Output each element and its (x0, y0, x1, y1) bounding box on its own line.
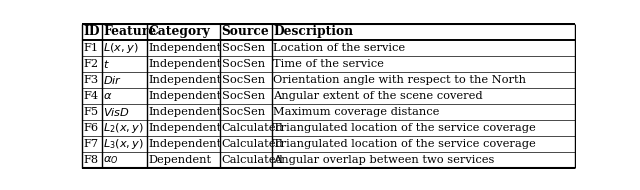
Text: Independent: Independent (148, 59, 222, 69)
Text: Independent: Independent (148, 91, 222, 101)
Text: Feature: Feature (103, 25, 156, 38)
Text: F5: F5 (83, 107, 99, 117)
Text: Orientation angle with respect to the North: Orientation angle with respect to the No… (273, 75, 526, 85)
Text: Independent: Independent (148, 107, 222, 117)
Text: Description: Description (273, 25, 353, 38)
Text: Triangulated location of the service coverage: Triangulated location of the service cov… (273, 139, 536, 149)
Text: Maximum coverage distance: Maximum coverage distance (273, 107, 440, 117)
Text: $L(x,y)$: $L(x,y)$ (103, 41, 139, 55)
Text: SocSen: SocSen (221, 75, 265, 85)
Text: F8: F8 (83, 155, 99, 165)
Text: $\alpha_O$: $\alpha_O$ (103, 154, 118, 166)
Text: $\alpha$: $\alpha$ (103, 91, 113, 101)
Text: Source: Source (221, 25, 269, 38)
Text: Independent: Independent (148, 43, 222, 53)
Text: $Dir$: $Dir$ (103, 74, 122, 86)
Text: Independent: Independent (148, 75, 222, 85)
Text: Time of the service: Time of the service (273, 59, 384, 69)
Text: SocSen: SocSen (221, 107, 265, 117)
Text: Dependent: Dependent (148, 155, 212, 165)
Text: Calculated: Calculated (221, 139, 284, 149)
Text: Triangulated location of the service coverage: Triangulated location of the service cov… (273, 123, 536, 133)
Text: Category: Category (148, 25, 211, 38)
Text: SocSen: SocSen (221, 59, 265, 69)
Text: Angular overlap between two services: Angular overlap between two services (273, 155, 495, 165)
Text: F6: F6 (83, 123, 99, 133)
Text: Location of the service: Location of the service (273, 43, 405, 53)
Text: Calculated: Calculated (221, 155, 284, 165)
Text: F7: F7 (83, 139, 99, 149)
Text: Calculated: Calculated (221, 123, 284, 133)
Text: F3: F3 (83, 75, 99, 85)
Text: $L_3(x,y)$: $L_3(x,y)$ (103, 137, 144, 151)
Text: Angular extent of the scene covered: Angular extent of the scene covered (273, 91, 483, 101)
Text: SocSen: SocSen (221, 43, 265, 53)
Text: SocSen: SocSen (221, 91, 265, 101)
Text: F1: F1 (83, 43, 99, 53)
Text: $VisD$: $VisD$ (103, 106, 131, 118)
Text: F2: F2 (83, 59, 99, 69)
Text: $t$: $t$ (103, 58, 110, 70)
Text: Independent: Independent (148, 123, 222, 133)
Text: F4: F4 (83, 91, 99, 101)
Text: $L_2(x,y)$: $L_2(x,y)$ (103, 121, 144, 135)
Text: ID: ID (83, 25, 100, 38)
Text: Independent: Independent (148, 139, 222, 149)
